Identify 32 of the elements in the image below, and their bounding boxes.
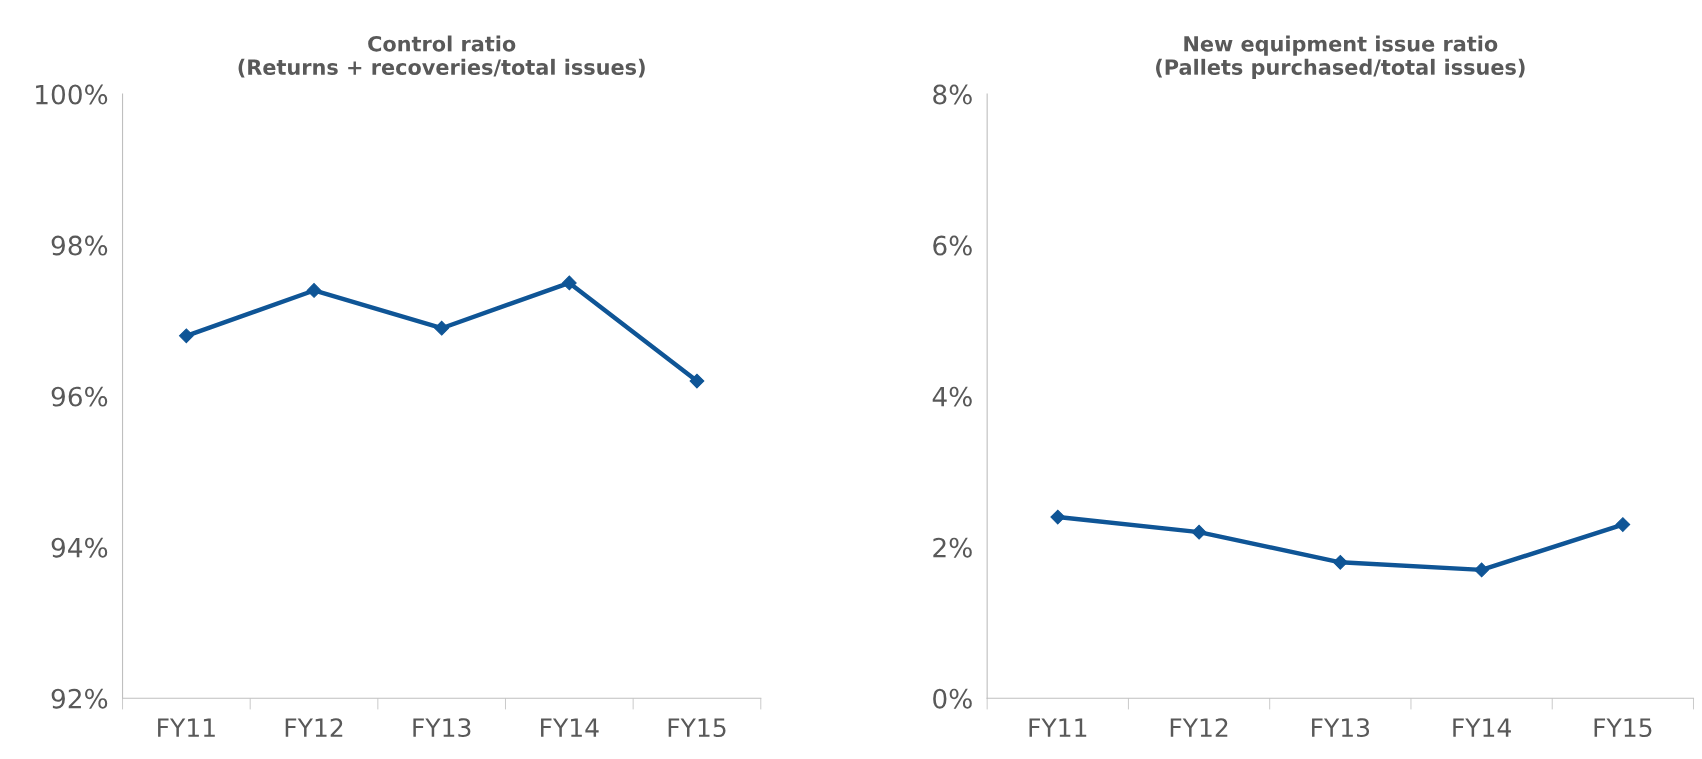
point [1050, 509, 1066, 525]
x-tick-label: FY15 [1594, 718, 1652, 738]
y-tick-label: 92% [51, 688, 108, 709]
point [178, 328, 194, 344]
x-tick-label: FY12 [1170, 718, 1228, 737]
y-tick-label: 6% [933, 235, 972, 256]
x-tick-label: FY13 [413, 718, 471, 738]
x-tick-label: FY13 [1312, 718, 1370, 738]
y-tick-label: 2% [933, 537, 972, 558]
y-tick-label: 98% [51, 235, 108, 256]
point [1615, 517, 1631, 532]
chart-title: Control ratio (Returns + recoveries/total issues) [238, 35, 645, 78]
x-tick-label: FY15 [668, 718, 726, 738]
point [1474, 562, 1489, 578]
point [689, 373, 705, 389]
x-tick-label: FY11 [1029, 718, 1087, 737]
point [306, 283, 322, 298]
y-tick-label: 100% [36, 84, 108, 105]
x-tick-label: FY11 [158, 718, 215, 737]
point [561, 275, 577, 291]
y-tick-label: 96% [51, 386, 108, 407]
x-tick-label: FY12 [285, 718, 343, 737]
point [1191, 524, 1207, 540]
y-tick-label: 8% [933, 84, 972, 105]
point [1332, 554, 1348, 570]
x-tick-label: FY14 [541, 718, 599, 737]
point [434, 320, 450, 336]
x-tick-label: FY14 [1453, 718, 1511, 737]
y-tick-label: 4% [932, 386, 972, 407]
chart-title: New equipment issue ratio (Pallets purchased/total issues) [1156, 35, 1525, 79]
y-tick-label: 0% [933, 688, 972, 709]
y-tick-label: 94% [51, 537, 108, 558]
